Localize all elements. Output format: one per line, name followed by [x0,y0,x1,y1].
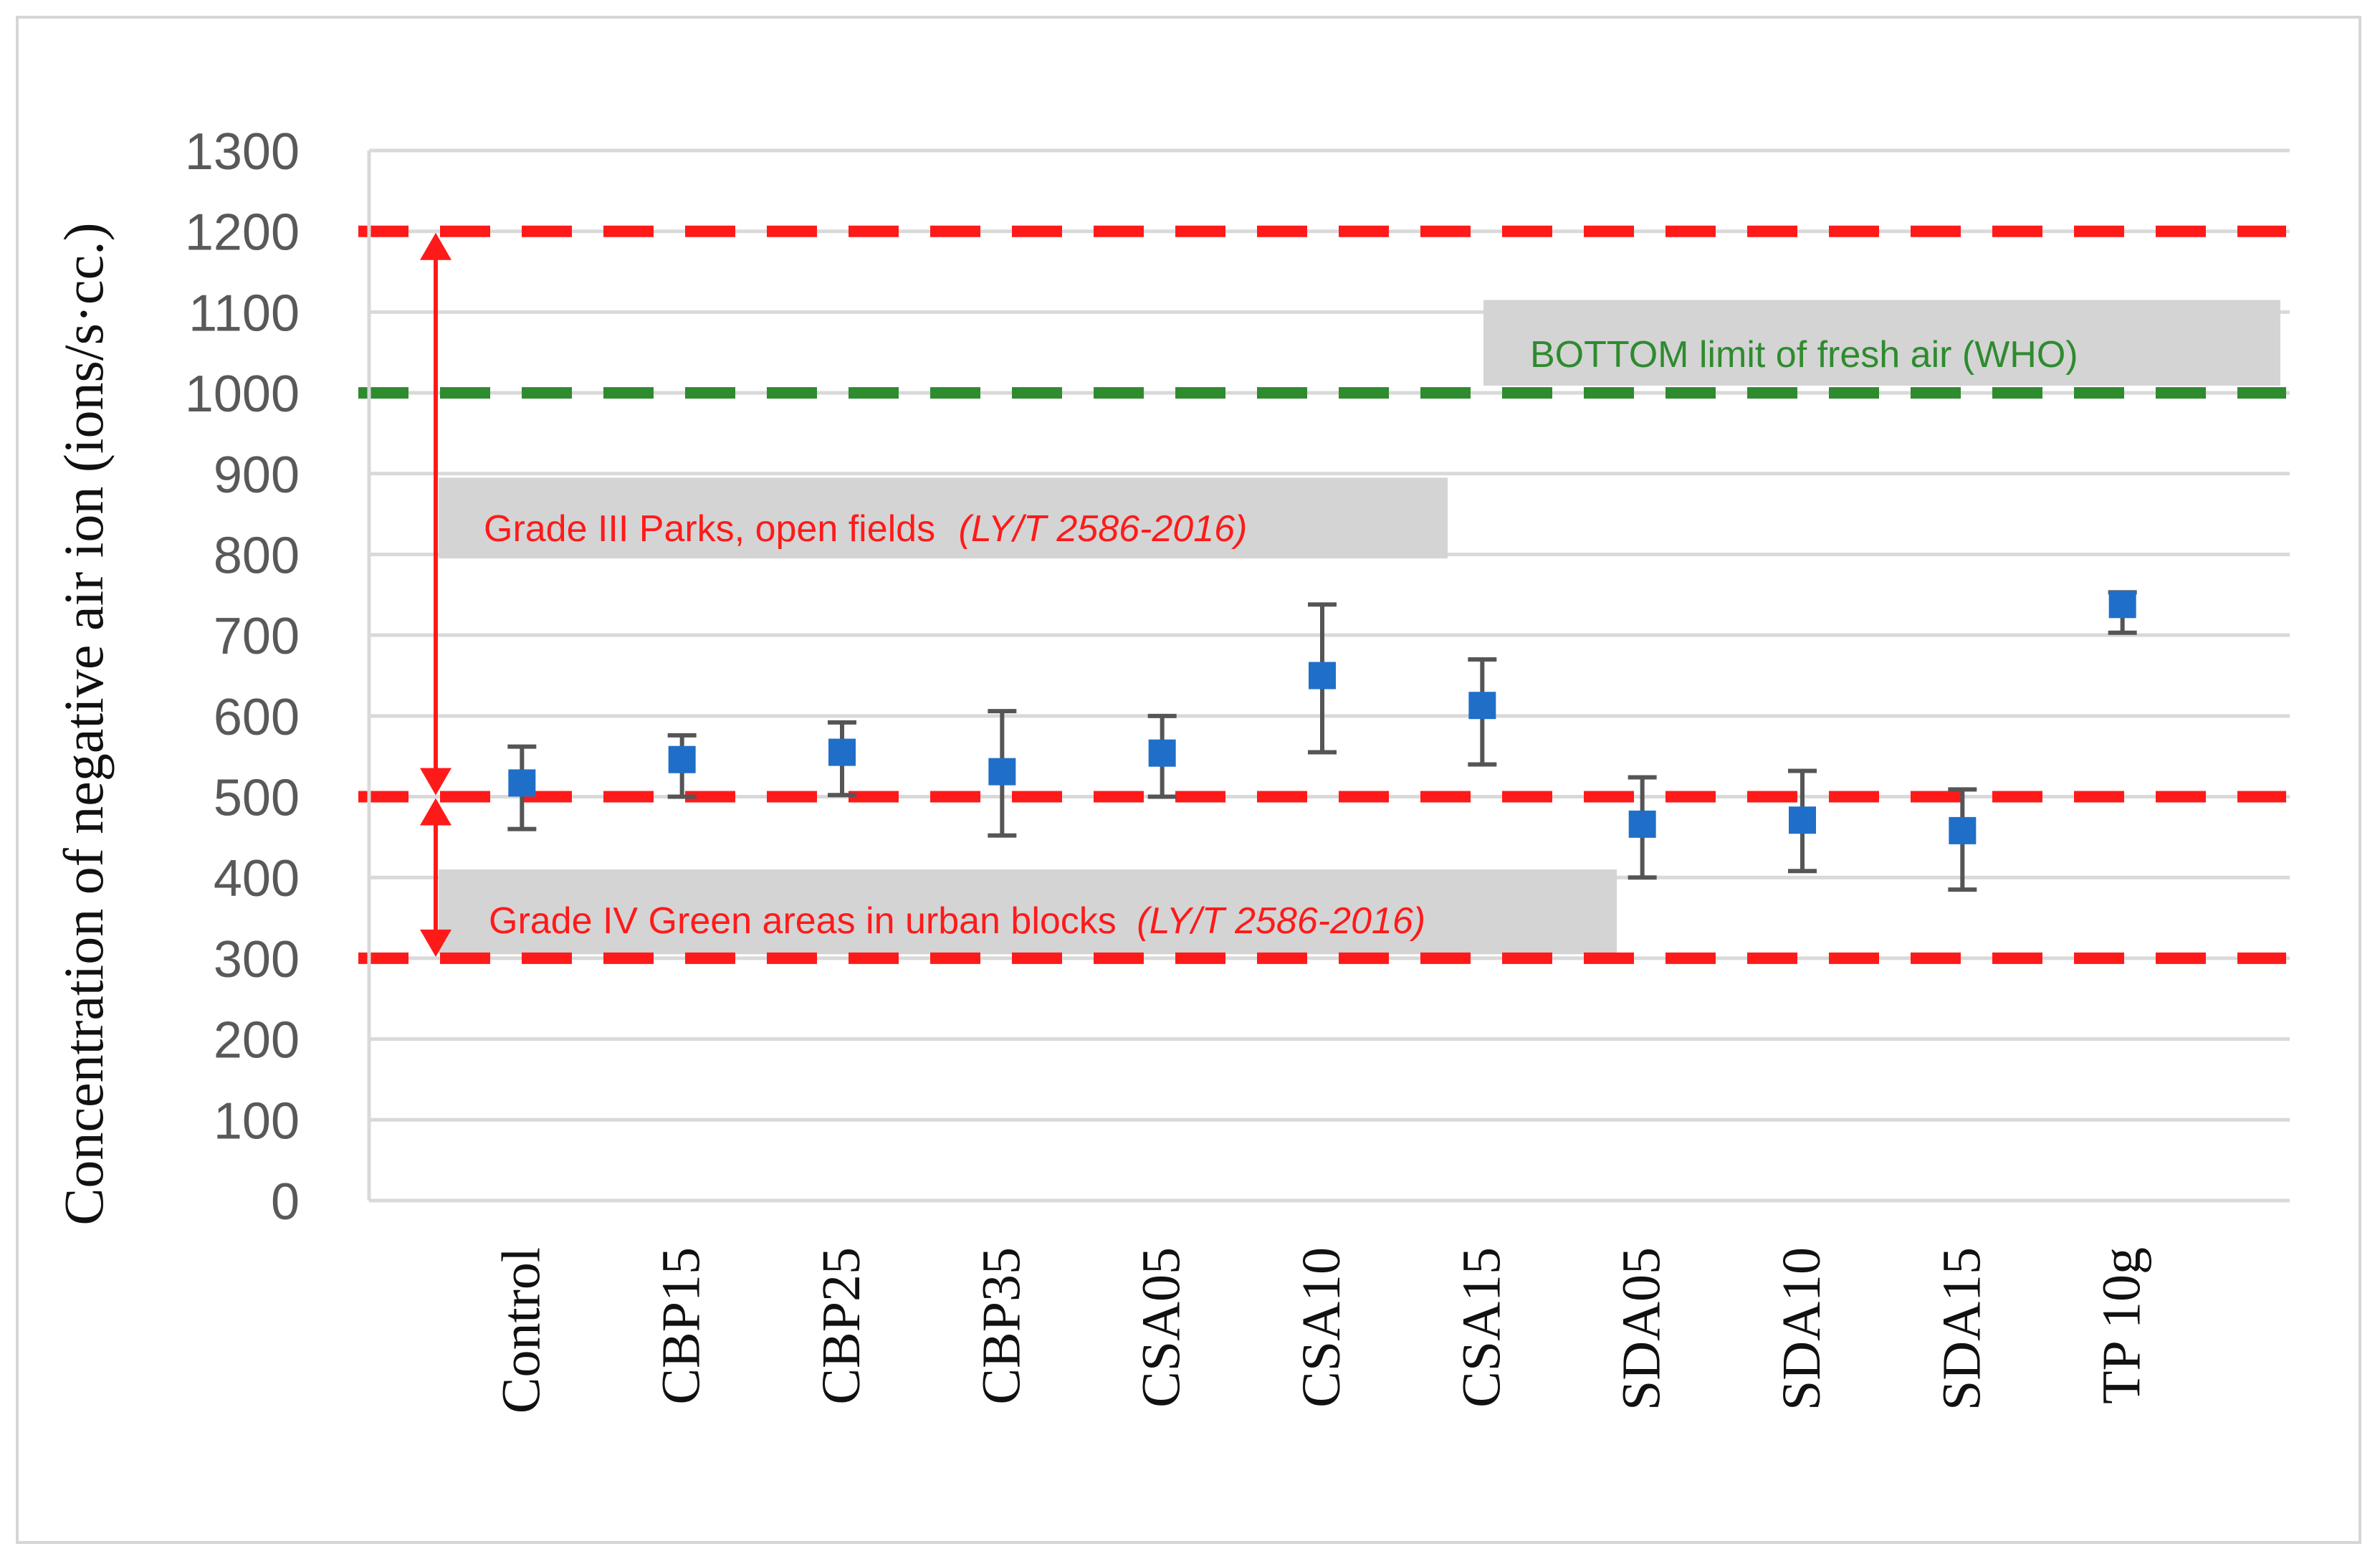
x-tick-cbp25: CBP25 [811,1247,871,1405]
point-csa10 [1309,662,1336,690]
grade-iii-label-box [439,477,1448,559]
point-cbp35 [988,758,1016,786]
y-tick-1000: 1000 [185,366,300,423]
x-tick-sda10: SDA10 [1772,1247,1832,1411]
x-tick-cbp35: CBP35 [971,1247,1031,1405]
x-tick-csa15: CSA15 [1451,1247,1511,1408]
figure-frame [16,16,2361,1544]
axes [367,151,2290,1203]
y-tick-400: 400 [214,850,300,907]
y-tick-900: 900 [214,447,300,504]
y-tick-300: 300 [214,931,300,988]
grade-iii-standard: (LY/T 2586-2016) [959,508,1248,550]
y-tick-1200: 1200 [185,204,300,262]
x-tick-csa05: CSA05 [1132,1247,1192,1408]
grade-iv-text: Grade IV Green areas in urban blocks [489,900,1117,942]
who-limit-label: BOTTOM limit of fresh air (WHO) [1530,334,2078,376]
grade-iv-label: Grade IV Green areas in urban blocks (LY… [489,900,1425,942]
y-tick-200: 200 [214,1012,300,1069]
grade-iv-arrow-head-top [420,798,451,826]
grade-iii-arrow-head-bottom [420,768,451,796]
point-tp-10g [2108,591,2136,619]
x-tick-labels: Control CBP15 CBP25 CBP35 CSA05 CSA10 CSA15 SDA… [491,1247,2151,1413]
range-arrows [420,232,451,957]
y-tick-labels: 0 100 200 300 400 500 600 700 800 900 1000 1100 1200… [185,123,300,1231]
y-tick-1100: 1100 [188,285,300,342]
y-tick-1300: 1300 [185,123,300,181]
point-cbp25 [828,738,856,766]
grade-iv-standard: (LY/T 2586-2016) [1137,900,1425,942]
annotation-boxes [439,300,2280,955]
x-tick-sda15: SDA15 [1931,1247,1992,1411]
x-tick-control: Control [491,1247,551,1413]
x-tick-csa10: CSA10 [1291,1247,1352,1408]
point-csa05 [1148,739,1176,767]
grade-iii-label: Grade III Parks, open fields (LY/T 2586-… [484,508,1247,550]
point-control [508,769,536,797]
y-axis-label: Concentration of negative air ion (ions/… [52,222,115,1225]
grade-iii-arrow-head-top [420,232,451,260]
grade-iv-arrow-head-bottom [420,929,451,957]
data-points [508,591,2136,844]
x-tick-sda05: SDA05 [1612,1247,1672,1411]
who-label-box [1483,300,2280,386]
point-sda10 [1789,806,1816,834]
y-tick-100: 100 [214,1092,300,1150]
y-tick-500: 500 [214,770,300,827]
y-tick-700: 700 [214,608,300,665]
x-tick-tp-10g: TP 10g [2092,1247,2152,1404]
grid-lines [369,148,2290,1122]
point-cbp15 [668,745,696,773]
point-csa15 [1468,692,1496,720]
grade-iii-text: Grade III Parks, open fields [484,508,935,550]
point-sda15 [1949,816,1977,844]
grade-iv-label-box [439,869,1617,955]
y-tick-800: 800 [214,527,300,584]
y-tick-600: 600 [214,689,300,746]
point-sda05 [1628,810,1656,838]
x-tick-cbp15: CBP15 [651,1247,712,1405]
y-tick-0: 0 [271,1173,300,1231]
